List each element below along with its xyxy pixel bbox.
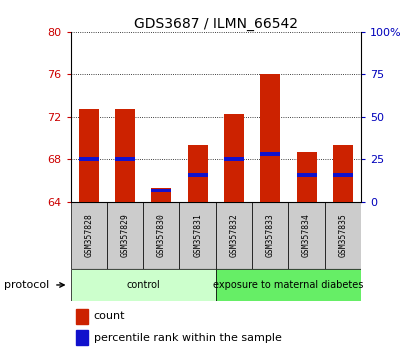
Bar: [188, 173, 208, 177]
Bar: [297, 152, 317, 202]
Text: GSM357831: GSM357831: [193, 213, 202, 257]
Bar: [179, 202, 216, 269]
Bar: [71, 202, 107, 269]
Bar: [216, 202, 252, 269]
Bar: [76, 330, 88, 345]
Text: count: count: [94, 311, 125, 321]
Bar: [333, 173, 353, 177]
Text: GSM357828: GSM357828: [84, 213, 93, 257]
Bar: [325, 202, 361, 269]
Bar: [143, 202, 179, 269]
Bar: [79, 158, 99, 161]
Text: GSM357833: GSM357833: [266, 213, 275, 257]
Bar: [115, 109, 135, 202]
Text: GSM357834: GSM357834: [302, 213, 311, 257]
Bar: [333, 145, 353, 202]
Text: GSM357832: GSM357832: [229, 213, 239, 257]
Bar: [107, 202, 143, 269]
Text: GSM357830: GSM357830: [157, 213, 166, 257]
Text: exposure to maternal diabetes: exposure to maternal diabetes: [213, 280, 364, 290]
Text: protocol: protocol: [4, 280, 49, 290]
Bar: [260, 74, 280, 202]
Bar: [260, 152, 280, 156]
Bar: [188, 145, 208, 202]
Text: percentile rank within the sample: percentile rank within the sample: [94, 332, 282, 343]
Bar: [288, 202, 325, 269]
Title: GDS3687 / ILMN_66542: GDS3687 / ILMN_66542: [134, 17, 298, 31]
Bar: [151, 188, 171, 202]
Bar: [216, 269, 361, 301]
Bar: [252, 202, 288, 269]
Bar: [224, 158, 244, 161]
Bar: [151, 189, 171, 193]
Text: GSM357829: GSM357829: [120, 213, 129, 257]
Text: control: control: [126, 280, 160, 290]
Bar: [224, 114, 244, 202]
Bar: [71, 269, 216, 301]
Bar: [79, 109, 99, 202]
Bar: [115, 158, 135, 161]
Bar: [76, 309, 88, 324]
Bar: [297, 173, 317, 177]
Text: GSM357835: GSM357835: [338, 213, 347, 257]
